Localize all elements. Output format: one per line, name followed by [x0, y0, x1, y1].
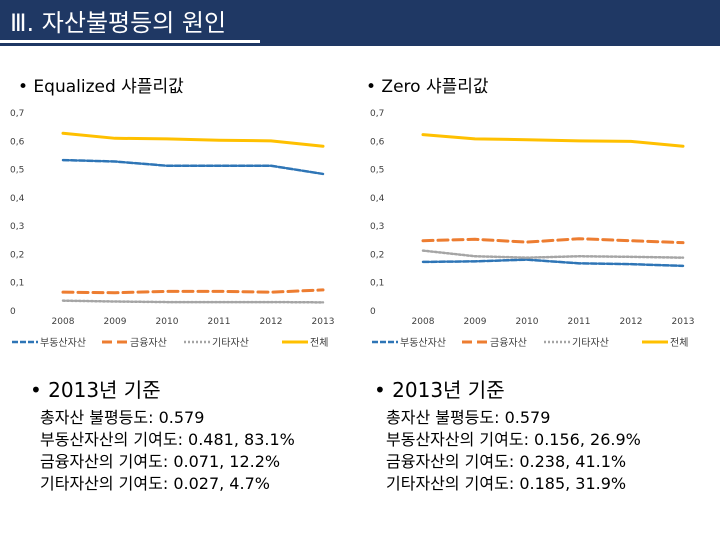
y-tick-label: 0 — [10, 307, 16, 317]
series-line — [421, 258, 685, 268]
y-tick-label: 0 — [370, 307, 376, 317]
y-tick-label: 0,1 — [370, 279, 384, 289]
series-line — [61, 131, 325, 148]
x-tick-label: 2011 — [208, 317, 231, 327]
legend-label: 금융자산 — [490, 337, 527, 349]
y-tick-label: 0,2 — [10, 250, 24, 260]
left-summary-line: 기타자산의 기여도: 0.027, 4.7% — [40, 474, 270, 493]
left-summary-line: 부동산자산의 기여도: 0.481, 83.1% — [40, 430, 295, 449]
right-summary-title: • 2013년 기준 — [374, 378, 505, 402]
right-summary-line: 금융자산의 기여도: 0.238, 41.1% — [386, 452, 627, 471]
x-tick-label: 2013 — [312, 317, 335, 327]
x-tick-label: 2009 — [464, 317, 487, 327]
title-underline — [0, 40, 260, 43]
x-tick-label: 2011 — [568, 317, 591, 327]
x-tick-label: 2012 — [620, 317, 643, 327]
series-line — [61, 288, 325, 295]
y-tick-label: 0,4 — [10, 194, 25, 204]
y-tick-label: 0,7 — [10, 109, 24, 119]
legend-label: 전체 — [670, 337, 688, 349]
right-chart-heading: • Zero 샤플리값 — [366, 77, 489, 97]
series-line — [61, 299, 325, 304]
x-tick-label: 2012 — [260, 317, 283, 327]
legend-label: 금융자산 — [130, 337, 167, 349]
legend-label: 부동산자산 — [400, 337, 446, 349]
y-tick-label: 0,3 — [370, 222, 384, 232]
x-tick-label: 2013 — [672, 317, 695, 327]
y-tick-label: 0,6 — [370, 137, 385, 147]
right-summary-line: 부동산자산의 기여도: 0.156, 26.9% — [386, 430, 641, 449]
right-summary-line: 기타자산의 기여도: 0.185, 31.9% — [386, 474, 627, 493]
series-line — [421, 237, 685, 245]
y-tick-label: 0,7 — [370, 109, 384, 119]
legend-label: 전체 — [310, 337, 328, 349]
x-tick-label: 2010 — [516, 317, 539, 327]
slide-title-bar: Ⅲ. 자산불평등의 원인 — [0, 0, 720, 46]
left-line-chart: 0 0,1 0,2 0,3 0,4 0,5 0,6 0,7 2008 2009 2010 2011 20… — [10, 109, 335, 349]
y-tick-label: 0,2 — [370, 250, 384, 260]
left-summary-title: • 2013년 기준 — [30, 378, 161, 402]
slide-title: Ⅲ. 자산불평등의 원인 — [10, 9, 227, 37]
legend-label: 기타자산 — [212, 337, 249, 349]
left-summary-line: 총자산 불평등도: 0.579 — [40, 408, 205, 427]
series-line — [61, 158, 325, 176]
left-chart-heading: • Equalized 샤플리값 — [18, 77, 184, 97]
series-line — [421, 133, 685, 148]
right-summary-line: 총자산 불평등도: 0.579 — [386, 408, 551, 427]
legend-label: 부동산자산 — [40, 337, 86, 349]
series-line — [421, 249, 685, 259]
right-line-chart: 0 0,1 0,2 0,3 0,4 0,5 0,6 0,7 2008 2009 2010 2011 20… — [370, 109, 695, 349]
x-tick-label: 2008 — [52, 317, 75, 327]
y-tick-label: 0,3 — [10, 222, 24, 232]
x-tick-label: 2008 — [412, 317, 435, 327]
y-tick-label: 0,4 — [370, 194, 385, 204]
right-summary-lines: 총자산 불평등도: 0.579 부동산자산의 기여도: 0.156, 26.9%… — [386, 407, 641, 495]
y-tick-label: 0,6 — [10, 137, 25, 147]
y-tick-label: 0,5 — [10, 166, 24, 176]
left-summary-lines: 총자산 불평등도: 0.579 부동산자산의 기여도: 0.481, 83.1%… — [40, 407, 295, 495]
legend-label: 기타자산 — [572, 337, 609, 349]
x-tick-label: 2009 — [104, 317, 127, 327]
y-tick-label: 0,5 — [370, 166, 384, 176]
x-tick-label: 2010 — [156, 317, 179, 327]
y-tick-label: 0,1 — [10, 279, 24, 289]
left-summary-line: 금융자산의 기여도: 0.071, 12.2% — [40, 452, 281, 471]
